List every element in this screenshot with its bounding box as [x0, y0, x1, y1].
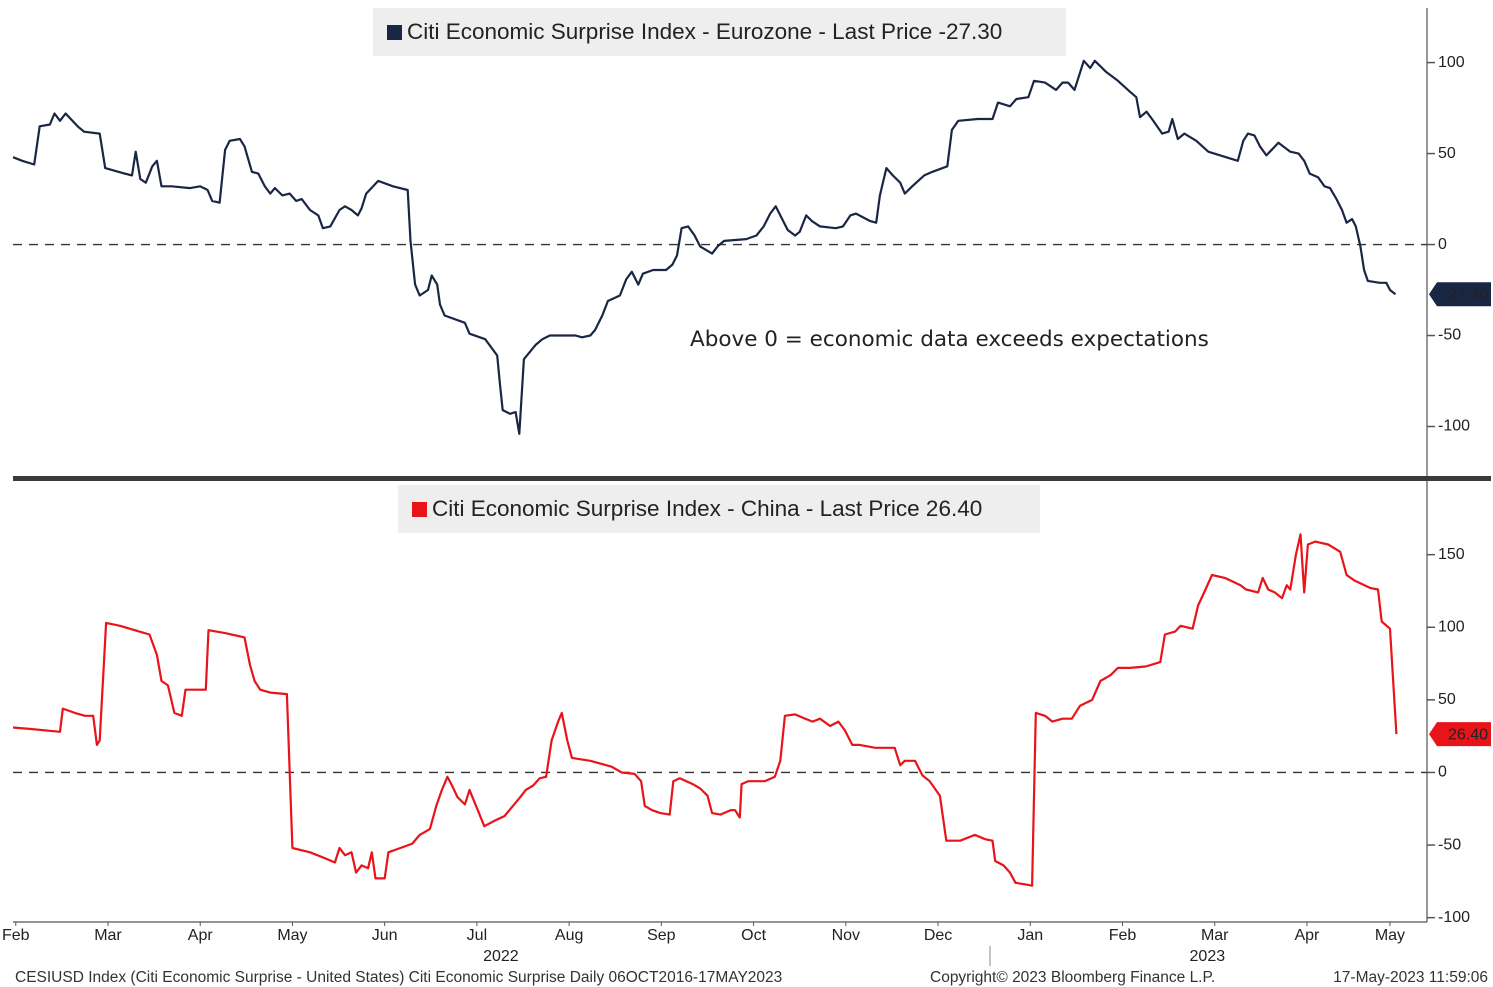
x-tick-label: Nov [832, 927, 860, 944]
y-tick-label: 100 [1438, 54, 1465, 71]
y-tick-label: 150 [1438, 546, 1465, 563]
data-line [12, 59, 1397, 435]
legend-label: Citi Economic Surprise Index - China - L… [432, 496, 982, 521]
x-tick-label: Apr [188, 927, 214, 944]
x-tick-label: Aug [555, 927, 583, 944]
panel-separator [13, 476, 1491, 481]
x-tick-label: Jan [1017, 927, 1043, 944]
legend-swatch [387, 25, 402, 40]
x-tick-label: May [1375, 927, 1405, 944]
y-tick-label: 50 [1438, 691, 1456, 708]
x-tick-label: Sep [647, 927, 676, 944]
x-tick-label: Feb [2, 927, 30, 944]
x-tick-label: Jul [467, 927, 487, 944]
x-tick-label: Mar [94, 927, 122, 944]
last-price-label: -27.30 [1443, 286, 1488, 303]
y-tick-label: 50 [1438, 145, 1456, 162]
y-tick-label: -50 [1438, 327, 1461, 344]
x-tick-label: Oct [741, 927, 766, 944]
y-tick-label: -50 [1438, 836, 1461, 853]
x-tick-label: May [277, 927, 307, 944]
footer-left: CESIUSD Index (Citi Economic Surprise - … [15, 969, 782, 986]
footer-right: 17-May-2023 11:59:06 [1333, 969, 1488, 986]
x-tick-label: Dec [924, 927, 952, 944]
year-label: 2022 [483, 948, 519, 965]
x-tick-label: Apr [1294, 927, 1320, 944]
last-price-label: 26.40 [1448, 726, 1488, 743]
x-tick-label: Feb [1109, 927, 1137, 944]
legend-box [398, 485, 1040, 533]
last-price-tag [1429, 282, 1491, 307]
x-tick-label: Jun [372, 927, 398, 944]
y-tick-label: 0 [1438, 764, 1447, 781]
footer-center: Copyright© 2023 Bloomberg Finance L.P. [930, 969, 1215, 986]
legend-swatch [412, 502, 427, 517]
data-line [12, 533, 1398, 887]
y-tick-label: 0 [1438, 236, 1447, 253]
year-label: 2023 [1190, 948, 1226, 965]
last-price-tag [1429, 722, 1491, 747]
y-tick-label: -100 [1438, 418, 1470, 435]
legend-label: Citi Economic Surprise Index - Eurozone … [407, 19, 1002, 44]
annotation: Above 0 = economic data exceeds expectat… [690, 327, 1209, 352]
legend-box [373, 8, 1066, 56]
x-tick-label: Mar [1201, 927, 1229, 944]
y-tick-label: -100 [1438, 909, 1470, 926]
y-tick-label: 100 [1438, 618, 1465, 635]
